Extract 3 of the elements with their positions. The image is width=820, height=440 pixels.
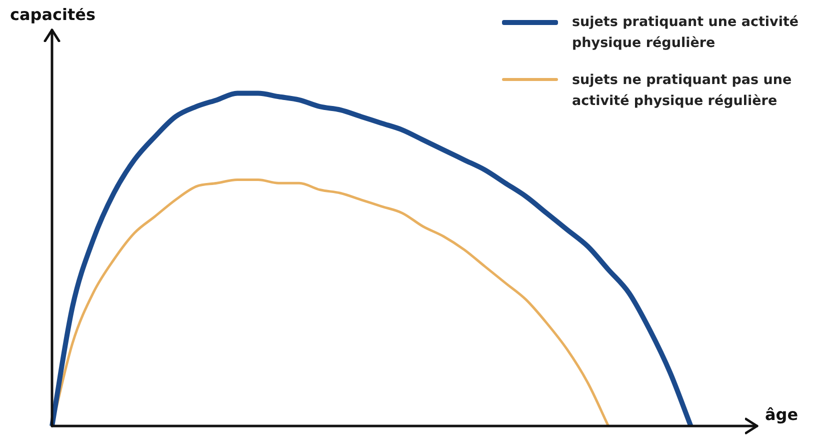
legend-label: sujets ne pratiquant pas une activité physique régulière bbox=[572, 71, 793, 111]
x-axis-title: âge bbox=[765, 405, 798, 424]
legend-label: sujets pratiquant une activité physique régulière bbox=[572, 13, 800, 53]
